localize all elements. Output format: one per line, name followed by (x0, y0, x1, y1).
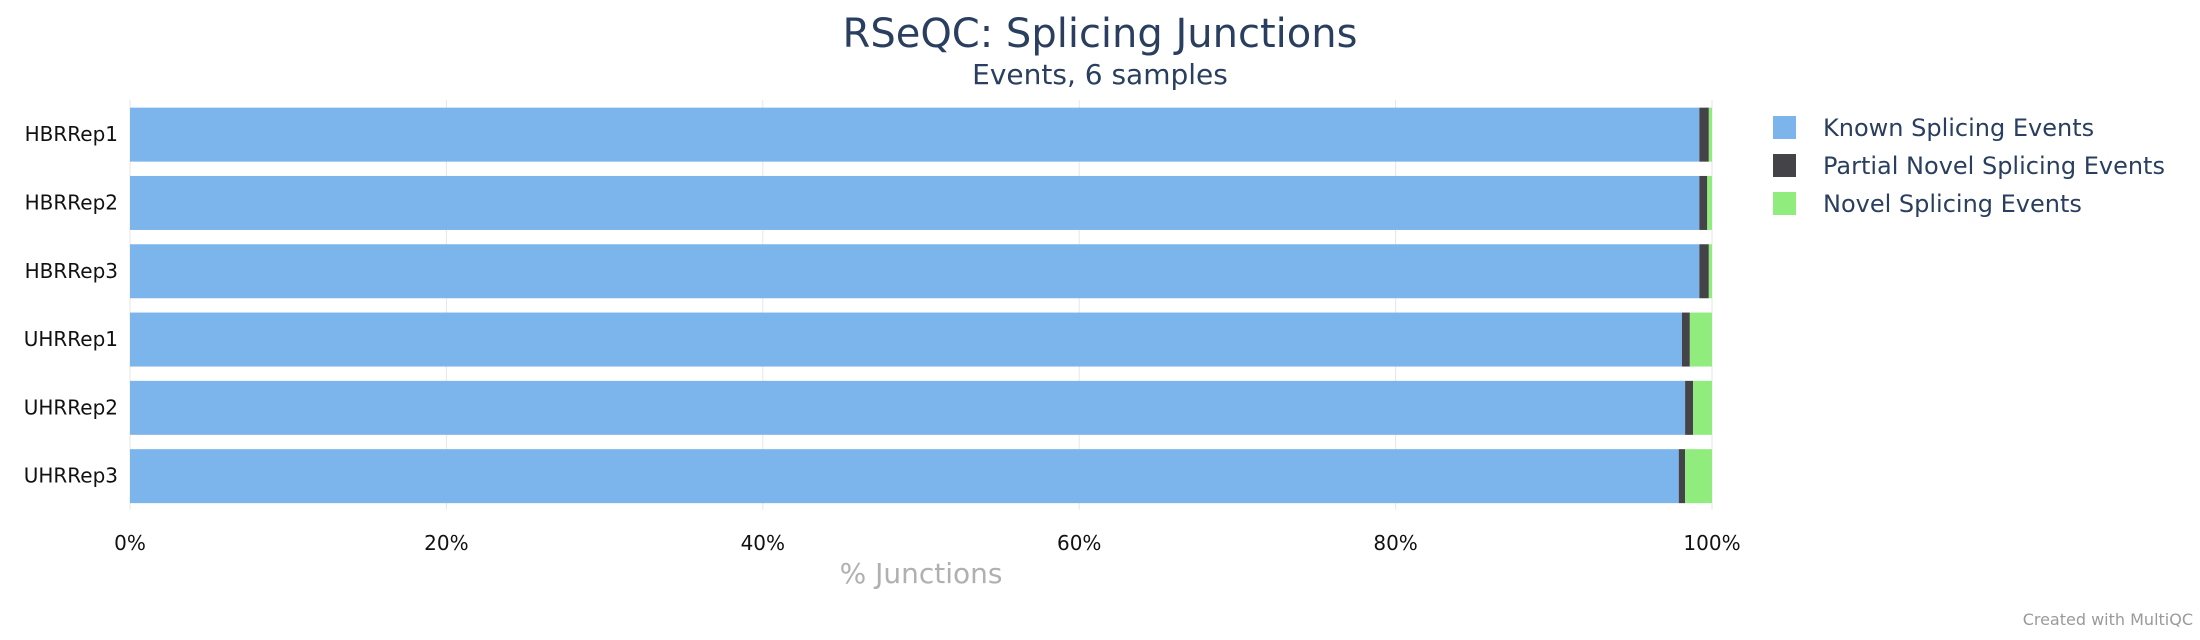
x-tick-label-3: 60% (1057, 531, 1101, 555)
category-label-UHRRep2: UHRRep2 (24, 395, 118, 419)
category-label-HBRRep3: HBRRep3 (25, 259, 118, 283)
credit-text: Created with MultiQC (2023, 610, 2193, 629)
category-label-UHRRep1: UHRRep1 (24, 327, 118, 351)
x-tick-label-4: 80% (1373, 531, 1417, 555)
bar-HBRRep3-known-splicing-events[interactable] (130, 244, 1700, 299)
bar-HBRRep1-partial-novel-splicing-events[interactable] (1699, 107, 1709, 162)
bar-HBRRep2-partial-novel-splicing-events[interactable] (1699, 175, 1708, 230)
bar-HBRRep1-novel-splicing-events[interactable] (1708, 107, 1712, 162)
legend-swatch-known-splicing-events[interactable] (1773, 116, 1796, 139)
legend-label-known-splicing-events[interactable]: Known Splicing Events (1823, 114, 2094, 142)
bar-HBRRep3-partial-novel-splicing-events[interactable] (1699, 244, 1709, 299)
category-label-HBRRep1: HBRRep1 (25, 122, 118, 146)
legend-label-partial-novel-splicing-events[interactable]: Partial Novel Splicing Events (1823, 152, 2165, 180)
bar-UHRRep2-novel-splicing-events[interactable] (1693, 380, 1712, 435)
bar-HBRRep3-novel-splicing-events[interactable] (1708, 244, 1712, 299)
chart-subtitle: Events, 6 samples (972, 58, 1228, 91)
bar-UHRRep1-known-splicing-events[interactable] (130, 312, 1682, 367)
x-tick-label-1: 20% (424, 531, 468, 555)
legend-label-novel-splicing-events[interactable]: Novel Splicing Events (1823, 190, 2082, 218)
legend-swatch-novel-splicing-events[interactable] (1773, 192, 1796, 215)
x-axis-title: % Junctions (840, 557, 1003, 590)
bar-UHRRep2-known-splicing-events[interactable] (130, 380, 1686, 435)
gridlines (129, 100, 1713, 510)
bar-UHRRep3-partial-novel-splicing-events[interactable] (1678, 449, 1686, 504)
legend-swatch-partial-novel-splicing-events[interactable] (1773, 154, 1796, 177)
bar-HBRRep1-known-splicing-events[interactable] (130, 107, 1700, 162)
bar-UHRRep3-novel-splicing-events[interactable] (1685, 449, 1712, 504)
bar-HBRRep2-known-splicing-events[interactable] (130, 175, 1700, 230)
legend[interactable]: Known Splicing Events Partial Novel Splic… (1773, 114, 2165, 218)
bar-UHRRep1-novel-splicing-events[interactable] (1689, 312, 1712, 367)
category-label-HBRRep2: HBRRep2 (25, 190, 118, 214)
bars (130, 107, 1712, 504)
bar-UHRRep2-partial-novel-splicing-events[interactable] (1685, 380, 1694, 435)
bar-UHRRep1-partial-novel-splicing-events[interactable] (1681, 312, 1690, 367)
category-labels: HBRRep1 HBRRep2 HBRRep3 UHRRep1 UHRRep2 UHRRe… (24, 122, 118, 488)
category-label-UHRRep3: UHRRep3 (24, 464, 118, 488)
x-tick-label-5: 100% (1683, 531, 1740, 555)
x-tick-label-0: 0% (114, 531, 146, 555)
x-axis-ticks: 0% 20% 40% 60% 80% 100% (114, 531, 1740, 555)
x-tick-label-2: 40% (741, 531, 785, 555)
bar-HBRRep2-novel-splicing-events[interactable] (1707, 175, 1712, 230)
bar-UHRRep3-known-splicing-events[interactable] (130, 449, 1679, 504)
chart-title: RSeQC: Splicing Junctions (843, 11, 1358, 57)
